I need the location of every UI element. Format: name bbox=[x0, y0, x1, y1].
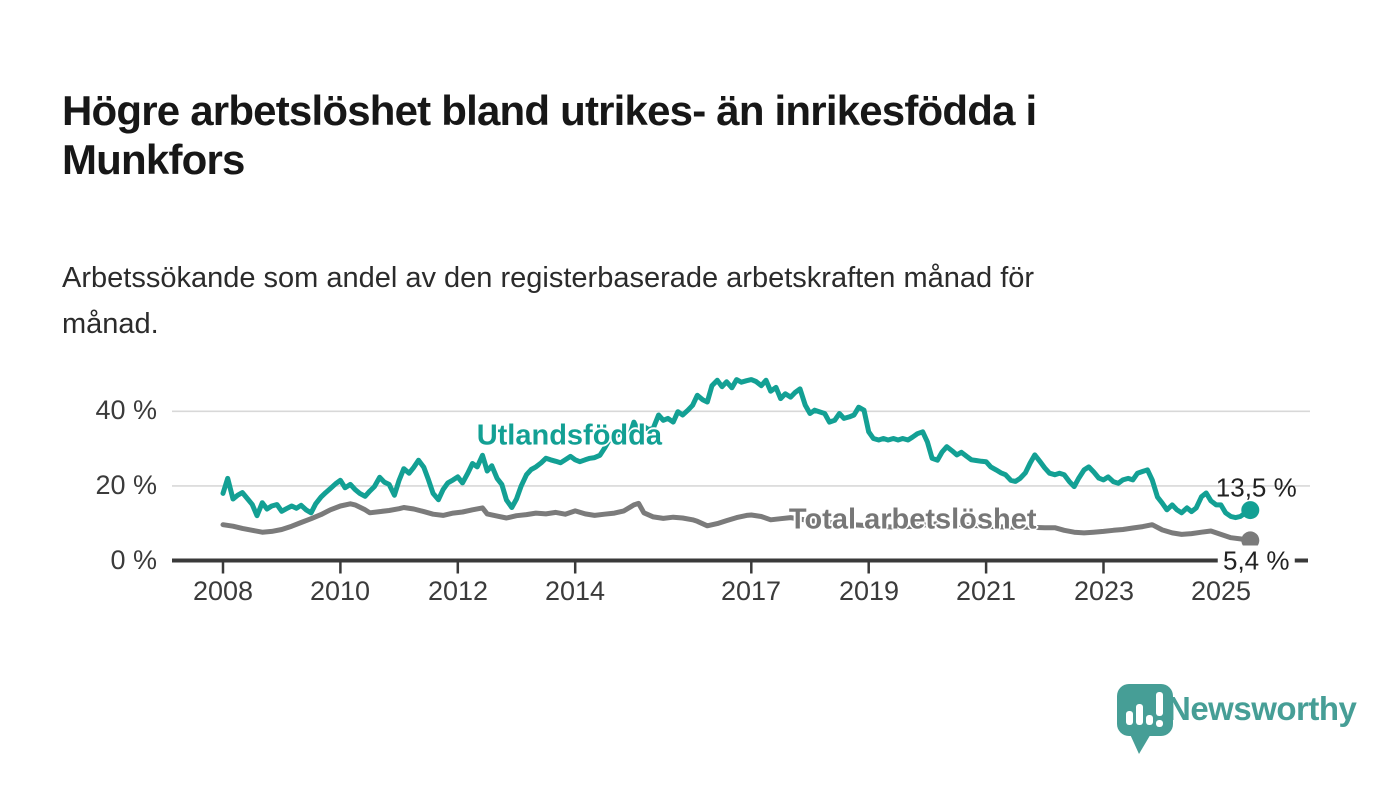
y-tick-label: 20 % bbox=[95, 470, 157, 500]
title-line-1: Högre arbetslöshet bland utrikes- än inr… bbox=[62, 87, 1037, 135]
series-label-total-arbetsloshet: Total arbetslöshet bbox=[788, 503, 1037, 536]
x-tick-label: 2014 bbox=[544, 576, 606, 606]
subtitle-line-2: månad. bbox=[62, 308, 159, 341]
series-label-utlandsfodda: Utlandsfödda bbox=[476, 419, 662, 452]
subtitle-line-1: Arbetssökande som andel av den registerb… bbox=[62, 262, 1035, 294]
page-subtitle: Arbetssökande som andel av den registerb… bbox=[62, 255, 1282, 348]
x-tick-label: 2012 bbox=[427, 576, 489, 606]
brand-name: Newsworthy bbox=[1167, 690, 1357, 727]
y-tick-label: 40 % bbox=[95, 395, 157, 425]
x-tick-label: 2025 bbox=[1190, 576, 1252, 606]
x-tick-label: 2010 bbox=[309, 576, 371, 606]
x-tick-label: 2023 bbox=[1073, 576, 1135, 606]
page-title: Högre arbetslöshet bland utrikes- än inr… bbox=[62, 86, 1282, 184]
newsworthy-logo-icon bbox=[1114, 682, 1176, 758]
y-tick-label: 0 % bbox=[110, 545, 157, 575]
x-tick-label: 2021 bbox=[955, 576, 1017, 606]
x-tick-label: 2017 bbox=[720, 576, 782, 606]
x-tick-label: 2019 bbox=[838, 576, 900, 606]
value-label-total-arbetsloshet: 5,4 % bbox=[1218, 545, 1295, 577]
value-label-utlandsfodda: 13,5 % bbox=[1215, 472, 1297, 503]
x-tick-label: 2008 bbox=[192, 576, 254, 606]
title-line-2: Munkfors bbox=[62, 136, 245, 184]
